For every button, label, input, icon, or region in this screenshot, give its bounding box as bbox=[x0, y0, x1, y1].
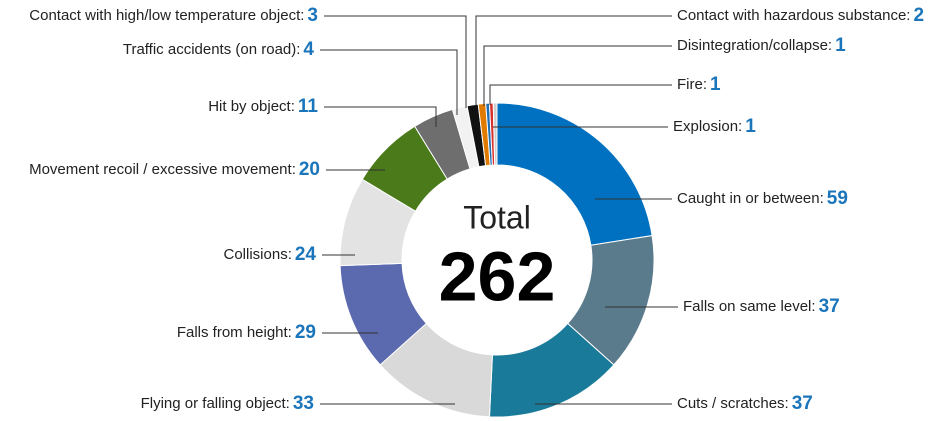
category-label: Contact with high/low temperature object… bbox=[29, 7, 304, 24]
value-label: 3 bbox=[307, 5, 318, 26]
leader-line bbox=[320, 49, 458, 115]
category-label: Traffic accidents (on road): bbox=[123, 41, 301, 58]
data-label: Falls on same level: 37 bbox=[683, 296, 840, 317]
category-label: Cuts / scratches: bbox=[677, 395, 789, 412]
data-label: Collisions: 24 bbox=[224, 244, 317, 265]
category-label: Collisions: bbox=[224, 246, 292, 263]
category-label: Disintegration/collapse: bbox=[677, 37, 832, 54]
donut-segment bbox=[492, 102, 498, 166]
category-label: Movement recoil / excessive movement: bbox=[29, 161, 296, 178]
value-label: 29 bbox=[295, 322, 316, 343]
leader-line bbox=[324, 106, 437, 127]
data-label: Traffic accidents (on road): 4 bbox=[123, 39, 315, 60]
value-label: 4 bbox=[303, 39, 314, 60]
value-label: 1 bbox=[710, 74, 721, 95]
value-label: 37 bbox=[819, 296, 840, 317]
leader-line bbox=[489, 84, 672, 105]
data-label: Contact with hazardous substance: 2 bbox=[677, 5, 924, 26]
donut-segment bbox=[496, 102, 653, 246]
data-label: Explosion: 1 bbox=[673, 116, 756, 137]
data-label: Caught in or between: 59 bbox=[677, 188, 848, 209]
center-total: 262 bbox=[439, 237, 556, 315]
center-label: Total bbox=[463, 199, 531, 235]
category-label: Explosion: bbox=[673, 118, 742, 135]
data-label: Flying or falling object: 33 bbox=[141, 393, 314, 414]
data-label: Hit by object: 11 bbox=[208, 96, 318, 117]
category-label: Contact with hazardous substance: bbox=[677, 7, 910, 24]
value-label: 37 bbox=[792, 393, 813, 414]
category-label: Caught in or between: bbox=[677, 190, 824, 207]
data-label: Movement recoil / excessive movement: 20 bbox=[29, 159, 320, 180]
data-label: Disintegration/collapse: 1 bbox=[677, 35, 846, 56]
value-label: 59 bbox=[827, 188, 848, 209]
value-label: 24 bbox=[295, 244, 317, 265]
leader-line bbox=[475, 15, 672, 106]
data-label: Fire: 1 bbox=[677, 74, 721, 95]
data-label: Contact with high/low temperature object… bbox=[29, 5, 318, 26]
category-label: Fire: bbox=[677, 76, 707, 93]
category-label: Falls on same level: bbox=[683, 298, 816, 315]
category-label: Falls from height: bbox=[177, 324, 292, 341]
leader-line bbox=[324, 15, 467, 108]
value-label: 1 bbox=[745, 116, 756, 137]
category-label: Flying or falling object: bbox=[141, 395, 290, 412]
data-label: Falls from height: 29 bbox=[177, 322, 316, 343]
leader-line bbox=[483, 45, 672, 106]
category-label: Hit by object: bbox=[208, 98, 295, 115]
value-label: 1 bbox=[835, 35, 846, 56]
value-label: 11 bbox=[298, 96, 319, 117]
data-label: Cuts / scratches: 37 bbox=[677, 393, 813, 414]
value-label: 33 bbox=[293, 393, 314, 414]
value-label: 2 bbox=[913, 5, 924, 26]
value-label: 20 bbox=[299, 159, 320, 180]
